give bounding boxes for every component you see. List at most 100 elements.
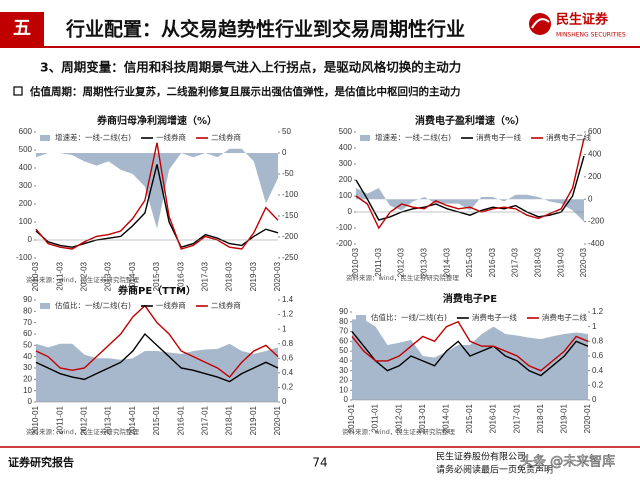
legend-label: 估值比：一线/二线(右) — [371, 312, 447, 322]
y-tick-label: 200 — [339, 175, 353, 184]
legend-label: 二线券商 — [211, 300, 241, 310]
y-tick-label: 70 — [23, 318, 32, 327]
x-tick-label: 2018-03 — [225, 261, 234, 291]
x-tick-label: 2016-03 — [488, 247, 497, 277]
x-tick-label: 2014-03 — [442, 247, 451, 277]
legend-label: 一线券商 — [156, 132, 186, 142]
y2-tick-label: 0.4 — [592, 366, 604, 375]
y2-tick-label: 50 — [282, 127, 291, 136]
x-tick-label: 2019-01 — [560, 403, 569, 433]
y-tick-label: 60 — [339, 336, 348, 345]
logo-icon — [529, 13, 551, 35]
legend-label: 增速差：一线-二线(右) — [55, 132, 131, 142]
y2-tick-label: -200 — [588, 217, 605, 226]
y-tick-label: -200 — [336, 239, 353, 248]
y2-tick-label: 0 — [282, 148, 287, 157]
y2-tick-label: 400 — [588, 150, 602, 159]
chart-title: 消费电子PE — [443, 292, 497, 305]
y2-tick-label: -150 — [282, 211, 299, 220]
x-tick-label: 2018-01 — [225, 405, 234, 435]
x-tick-label: 2013-03 — [104, 261, 113, 291]
line — [355, 138, 585, 230]
slide-title: 行业配置：从交易趋势性行业到交易周期性行业 — [65, 18, 465, 41]
x-tick-label: 2011-03 — [374, 247, 383, 276]
chart-title: 券商归母净利润增速（%） — [96, 114, 217, 127]
y-tick-label: 600 — [19, 127, 33, 136]
legend-label: 消费电子一线 — [472, 312, 517, 322]
chart-title: 消费电子盈利增速（%） — [415, 114, 525, 127]
y-tick-label: 500 — [19, 145, 33, 154]
section-box — [0, 12, 44, 46]
legend-label: 消费电子二线 — [542, 312, 587, 322]
line — [35, 332, 279, 383]
chart-title: 券商PE（TTM） — [117, 284, 196, 297]
y2-tick-label: 0 — [282, 397, 287, 406]
legend-swatch — [40, 135, 50, 141]
x-tick-label: 2016-01 — [176, 405, 185, 435]
subtitle: 3、周期变量：信用和科技周期景气进入上行拐点，是驱动风格切换的主动力 — [40, 60, 461, 75]
footer-company: 民生证券股份有限公司 — [436, 451, 526, 463]
y2-tick-label: 0.6 — [592, 351, 604, 360]
y-tick-label: 50 — [23, 340, 32, 349]
x-tick-label: 2020-01 — [273, 405, 282, 435]
y2-tick-label: 1.2 — [592, 307, 604, 316]
x-tick-label: 2018-03 — [534, 247, 543, 277]
y-tick-label: 300 — [19, 181, 33, 190]
x-tick-label: 2017-01 — [512, 403, 521, 433]
y-tick-label: 30 — [23, 363, 32, 372]
legend-swatch — [360, 135, 370, 141]
y-tick-label: -100 — [336, 223, 353, 232]
y2-tick-label: 0 — [588, 194, 593, 203]
area — [352, 319, 588, 400]
x-tick-label: 2020-03 — [273, 261, 282, 291]
y2-tick-label: 1 — [282, 324, 287, 333]
y-tick-label: 10 — [23, 386, 32, 395]
y-tick-label: -100 — [16, 253, 33, 262]
x-tick-label: 2013-01 — [104, 405, 113, 435]
source-note: 资料来源：wind，民生证券研究院整理 — [346, 273, 459, 282]
y-tick-label: 90 — [23, 295, 32, 304]
legend-label: 一线券商 — [156, 300, 186, 310]
legend-label: 消费电子一线 — [476, 132, 521, 142]
logo-swoosh — [531, 18, 550, 29]
y-tick-label: 60 — [23, 329, 32, 338]
y-tick-label: 10 — [339, 385, 348, 394]
x-tick-label: 2012-01 — [394, 403, 403, 433]
y-tick-label: 0 — [348, 207, 353, 216]
bullet-box — [13, 86, 23, 96]
y2-tick-label: -100 — [282, 190, 299, 199]
x-tick-label: 2015-03 — [465, 247, 474, 277]
source-note: 资料来源：wind，民生证券研究院整理 — [26, 275, 139, 284]
y2-tick-label: 1.4 — [282, 295, 294, 304]
x-tick-label: 2017-01 — [201, 405, 210, 435]
x-tick-label: 2014-01 — [128, 405, 137, 435]
y-tick-label: 100 — [19, 217, 33, 226]
x-tick-label: 2015-03 — [152, 261, 161, 291]
y-tick-label: 400 — [19, 163, 33, 172]
y2-tick-label: 0.4 — [282, 368, 294, 377]
y-tick-label: 20 — [339, 376, 348, 385]
y2-tick-label: 0.6 — [282, 353, 294, 362]
legend-label: 增速差：一线-二线(右) — [375, 132, 451, 142]
x-tick-label: 2019-03 — [556, 247, 565, 277]
footer-disclaimer: 请务必阅读最后一页免责声明 — [436, 464, 553, 476]
x-tick-label: 2011-01 — [371, 403, 380, 432]
x-tick-label: 2015-01 — [152, 405, 161, 435]
y-tick-label: 0 — [344, 395, 349, 404]
legend-label: 二线券商 — [211, 132, 241, 142]
x-tick-label: 2010-01 — [31, 405, 40, 435]
watermark: 头条 @未来智库 — [520, 454, 615, 470]
y2-tick-label: 1.2 — [282, 310, 294, 319]
y-tick-label: 100 — [339, 191, 353, 200]
line — [35, 142, 279, 250]
area — [36, 148, 278, 229]
x-tick-label: 2010-03 — [31, 261, 40, 291]
x-tick-label: 2020-01 — [583, 403, 592, 433]
y-tick-label: 90 — [339, 307, 348, 316]
line — [351, 331, 589, 377]
line — [351, 320, 589, 372]
footer-left: 证券研究报告 — [8, 455, 74, 469]
x-tick-label: 2013-03 — [420, 247, 429, 277]
page-number: 74 — [312, 456, 327, 470]
y2-tick-label: 0.8 — [282, 339, 294, 348]
